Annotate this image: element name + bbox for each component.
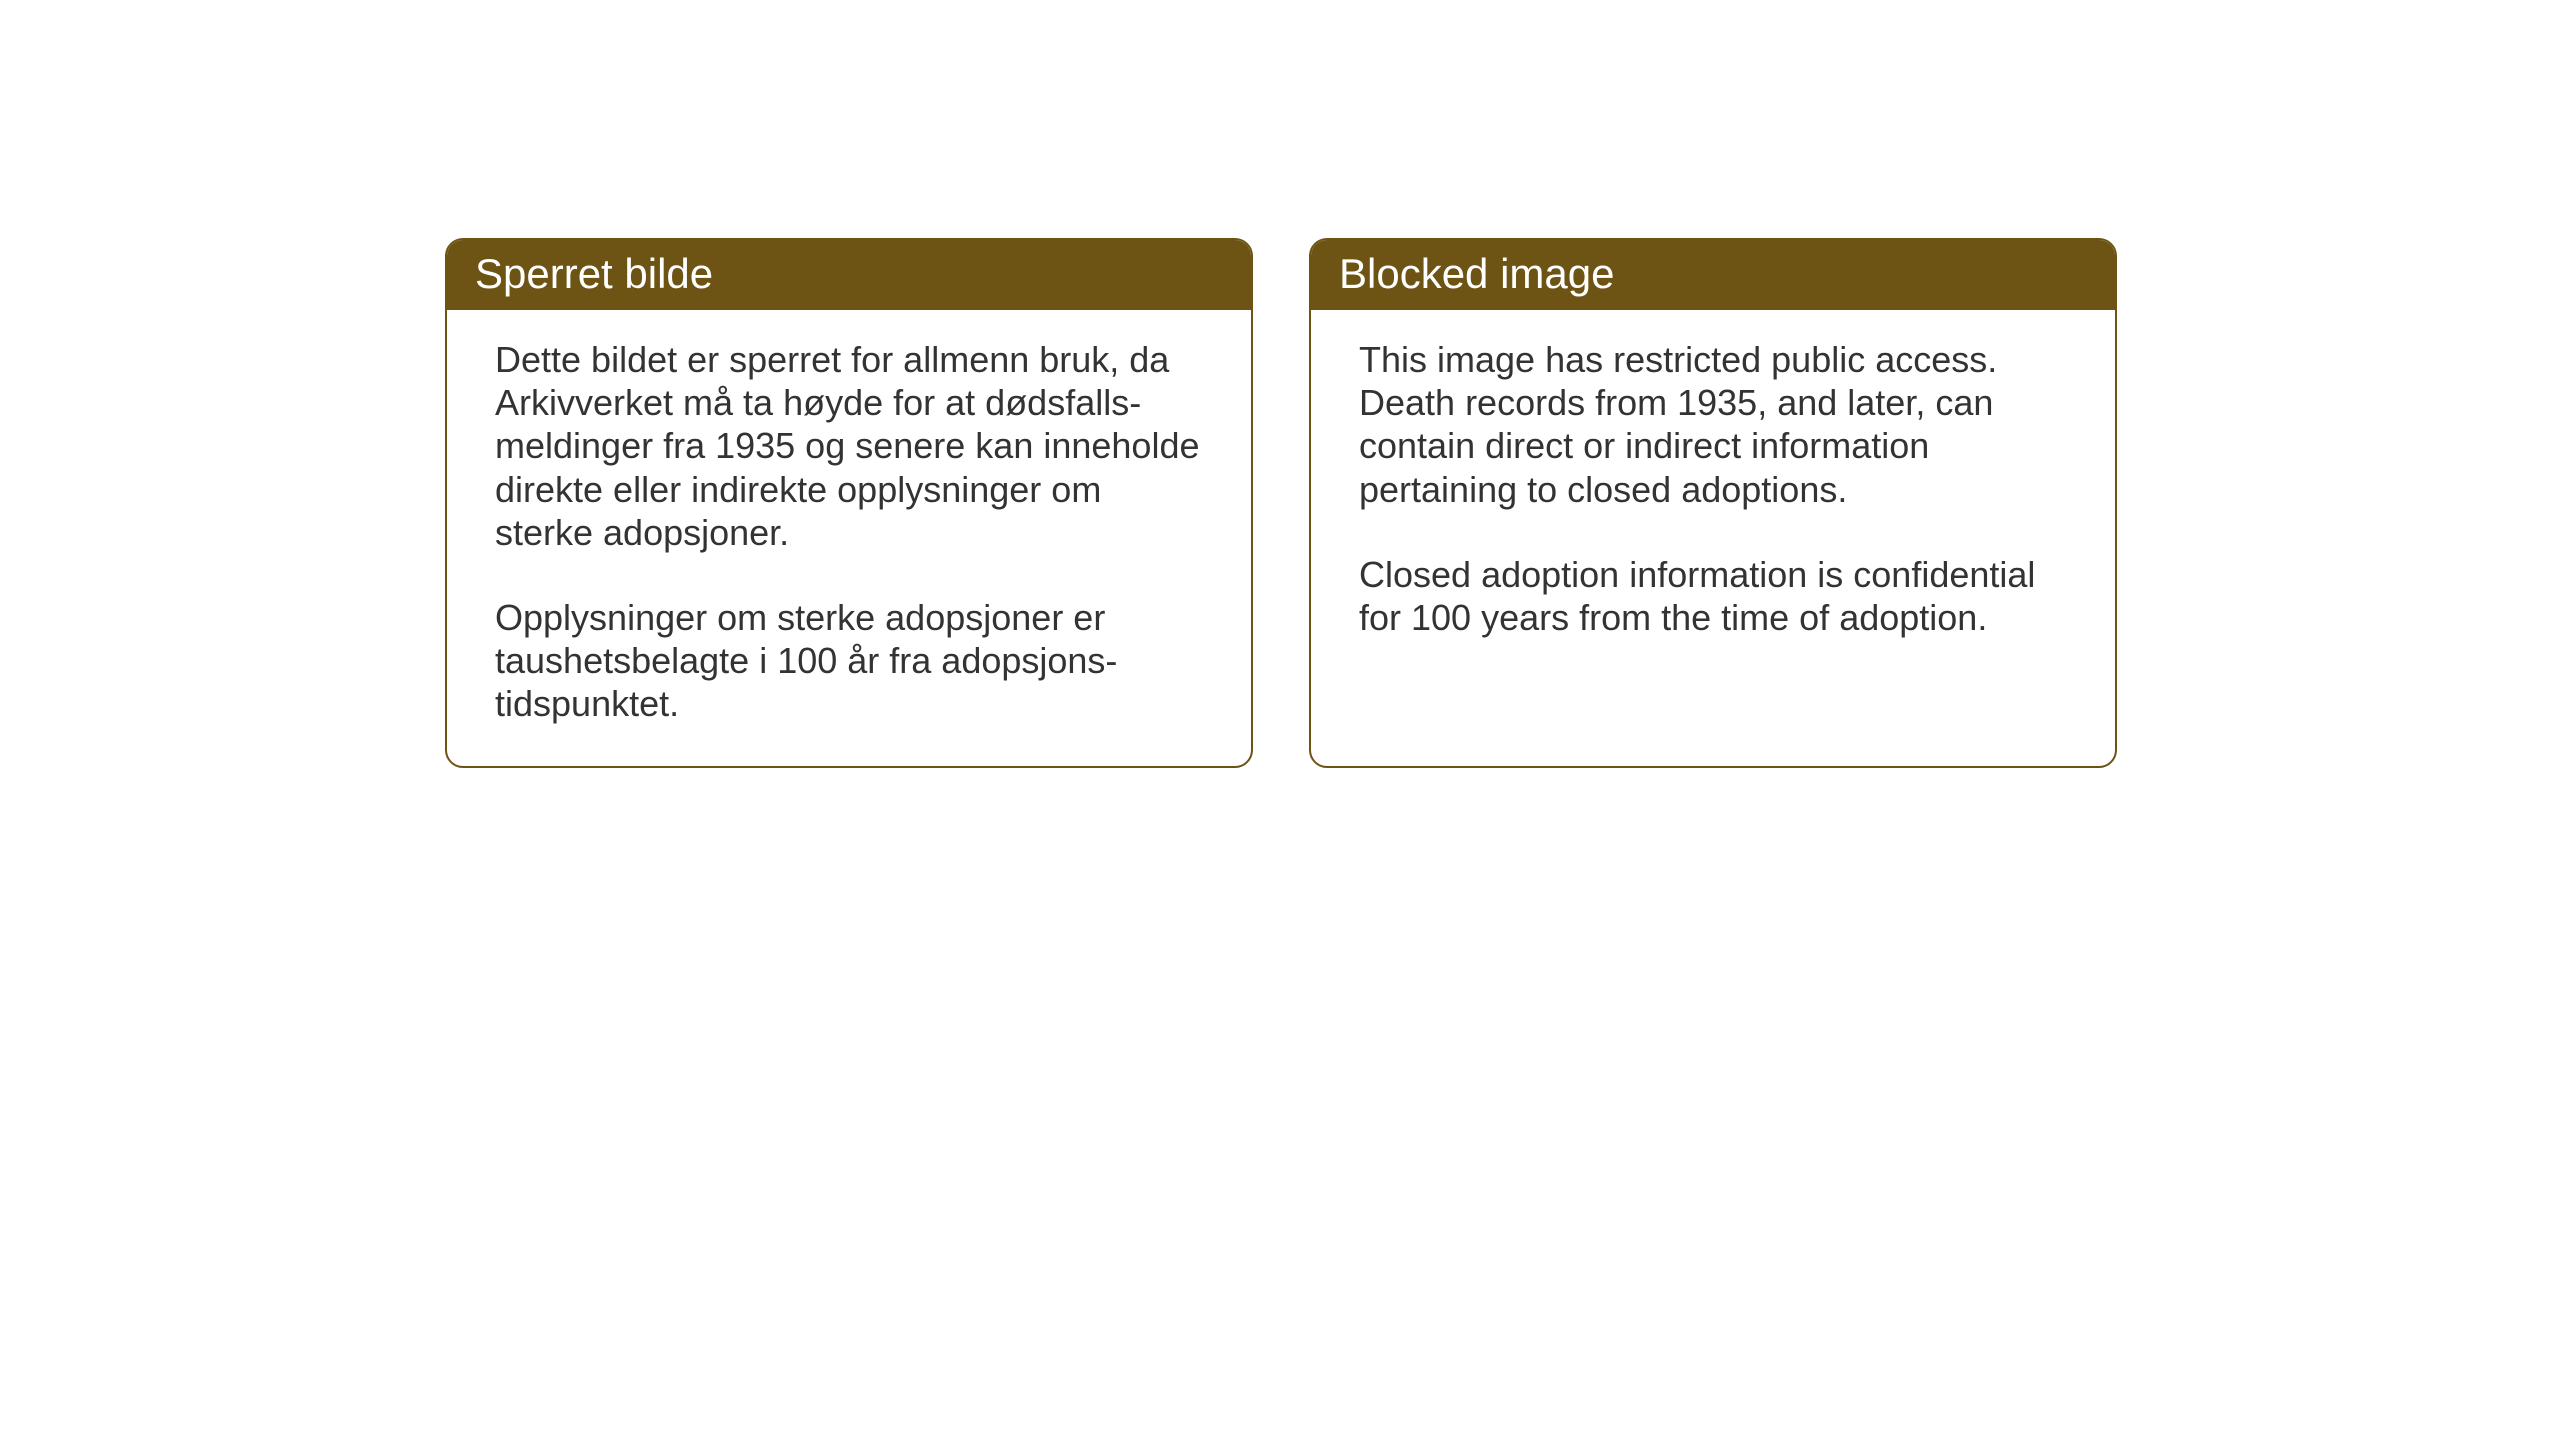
card-header-english: Blocked image: [1311, 240, 2115, 310]
notice-card-english: Blocked image This image has restricted …: [1309, 238, 2117, 768]
paragraph-1-english: This image has restricted public access.…: [1359, 338, 2067, 511]
card-header-norwegian: Sperret bilde: [447, 240, 1251, 310]
card-title-english: Blocked image: [1339, 250, 1614, 297]
notice-card-norwegian: Sperret bilde Dette bildet er sperret fo…: [445, 238, 1253, 768]
paragraph-1-norwegian: Dette bildet er sperret for allmenn bruk…: [495, 338, 1203, 554]
card-body-norwegian: Dette bildet er sperret for allmenn bruk…: [447, 310, 1251, 766]
paragraph-2-norwegian: Opplysninger om sterke adopsjoner er tau…: [495, 596, 1203, 726]
card-body-english: This image has restricted public access.…: [1311, 310, 2115, 679]
paragraph-2-english: Closed adoption information is confident…: [1359, 553, 2067, 639]
cards-container: Sperret bilde Dette bildet er sperret fo…: [445, 238, 2117, 768]
card-title-norwegian: Sperret bilde: [475, 250, 713, 297]
